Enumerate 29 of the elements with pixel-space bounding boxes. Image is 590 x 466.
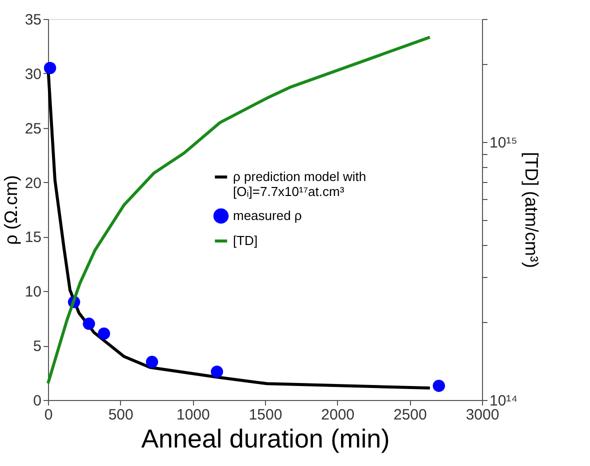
y-tick-label: 10	[24, 284, 42, 301]
x-tick-label: 2500	[393, 406, 427, 424]
point	[210, 366, 224, 378]
legend-label: ρ prediction model with [Oᵢ]=7.7x10¹⁷at.cm³	[233, 169, 366, 199]
y2-tick-label: 10¹⁵	[490, 134, 518, 152]
x-tick-label: 2000	[321, 406, 355, 424]
x-tick-label: 500	[108, 406, 134, 424]
point	[82, 318, 96, 330]
x-tick-label: 1000	[176, 406, 210, 424]
y-axis-title: ρ (Ω.cm)	[0, 175, 21, 245]
x-axis-title: Anneal duration (min)	[141, 424, 390, 454]
x-tick-label: 3000	[466, 406, 500, 424]
legend-label: [TD]	[233, 233, 258, 248]
point	[146, 356, 158, 368]
y-tick-label: 25	[24, 120, 42, 138]
y2-axis-title: [TD] (atm/cm³)	[522, 152, 542, 268]
x-tick-label: 1500	[248, 406, 282, 424]
point	[44, 62, 56, 74]
point	[98, 327, 110, 340]
legend-label: measured ρ	[233, 208, 302, 223]
y-tick-label: 30	[24, 66, 42, 83]
x-tick-label: 0	[44, 406, 53, 424]
y-tick-label: 20	[24, 174, 42, 192]
y2-tick-label: 10¹⁴	[490, 392, 518, 410]
y-tick-label: 15	[24, 229, 42, 246]
y-tick-label: 35	[24, 12, 42, 28]
y-tick-label: 5	[33, 338, 42, 356]
point	[432, 380, 446, 392]
y-tick-label: 0	[33, 392, 42, 410]
